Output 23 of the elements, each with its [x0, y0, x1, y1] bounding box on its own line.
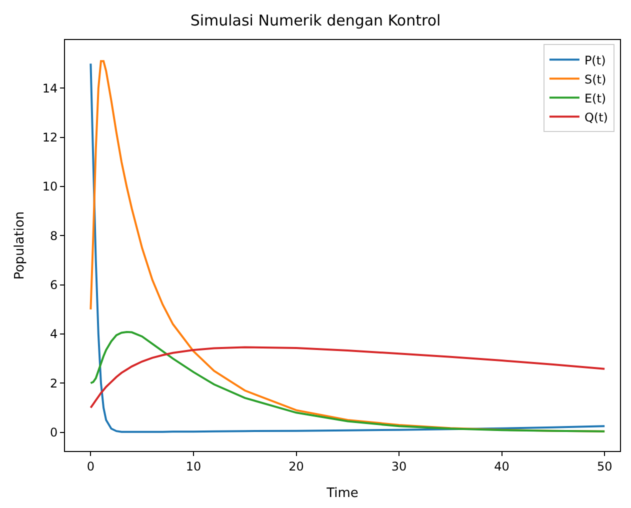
y-axis-title: Population — [12, 211, 28, 280]
legend-label: Q(t) — [584, 110, 608, 124]
y-tick-label: 4 — [50, 327, 58, 342]
x-tick-label: 40 — [494, 459, 510, 474]
y-tick-label: 0 — [50, 426, 58, 440]
y-tick-label: 10 — [42, 180, 58, 194]
y-tick-label: 12 — [42, 130, 58, 145]
legend-label: E(t) — [584, 91, 606, 106]
x-tick-label: 0 — [86, 459, 95, 474]
y-tick-label: 2 — [50, 376, 58, 390]
x-axis-title: Time — [326, 486, 358, 501]
line-series — [90, 331, 606, 432]
y-tick-label: 8 — [50, 228, 58, 243]
y-tick-label: 14 — [42, 81, 58, 96]
x-tick-label: 10 — [186, 459, 202, 474]
x-tick-label: 50 — [596, 459, 612, 474]
chart-title: Simulasi Numerik dengan Kontrol — [190, 12, 441, 30]
legend-label: P(t) — [584, 53, 606, 68]
line-series — [90, 346, 606, 409]
x-tick-label: 30 — [391, 459, 407, 474]
legend-label: S(t) — [584, 72, 606, 86]
x-tick-label: 20 — [288, 459, 304, 474]
y-tick-label: 6 — [50, 278, 58, 292]
